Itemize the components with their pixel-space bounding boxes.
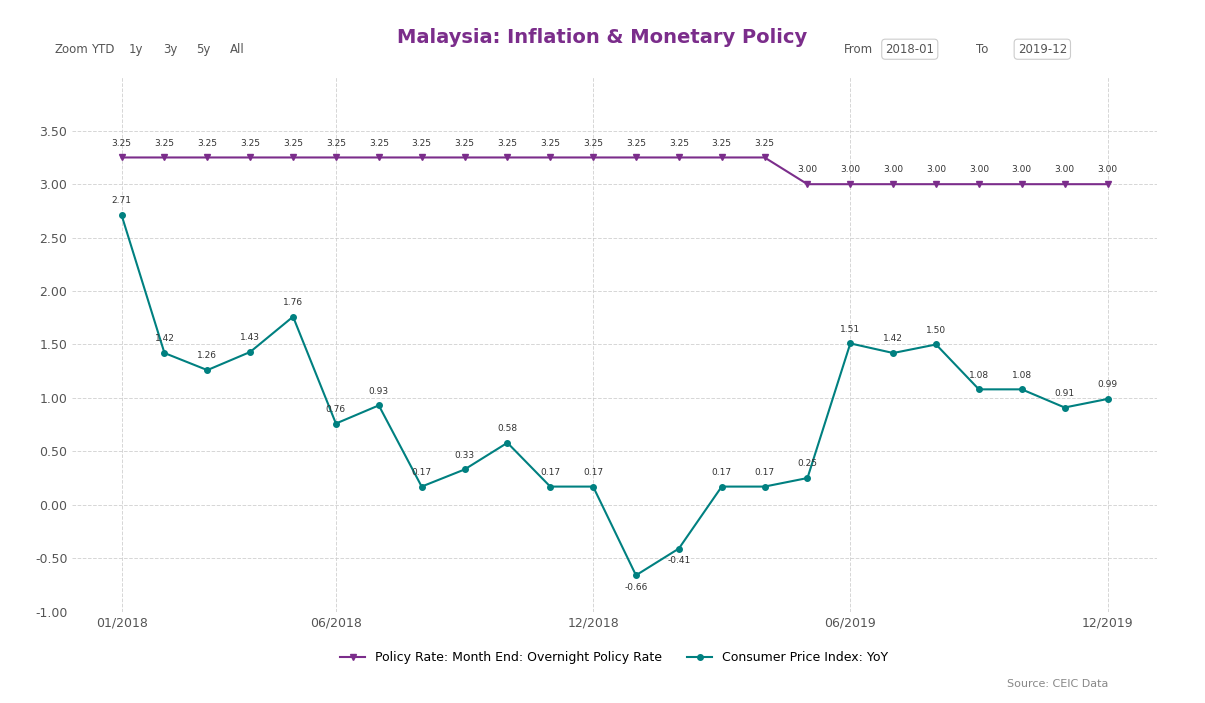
Text: 1y: 1y xyxy=(129,43,143,56)
Text: 3.00: 3.00 xyxy=(883,165,904,174)
Text: 3.25: 3.25 xyxy=(712,138,731,148)
Text: 0.17: 0.17 xyxy=(540,468,560,477)
Text: 3.00: 3.00 xyxy=(798,165,817,174)
Text: From: From xyxy=(844,43,872,56)
Text: 2.71: 2.71 xyxy=(112,196,131,205)
Text: 3.25: 3.25 xyxy=(754,138,775,148)
Text: 3.00: 3.00 xyxy=(925,165,946,174)
Text: 3y: 3y xyxy=(163,43,177,56)
Text: 3.25: 3.25 xyxy=(198,138,217,148)
Text: 0.17: 0.17 xyxy=(712,468,731,477)
Text: 2019-12: 2019-12 xyxy=(1018,43,1066,56)
Text: 3.00: 3.00 xyxy=(840,165,860,174)
Text: 3.25: 3.25 xyxy=(369,138,389,148)
Text: -0.66: -0.66 xyxy=(624,583,647,592)
Text: 1.76: 1.76 xyxy=(283,298,304,307)
Text: 0.99: 0.99 xyxy=(1098,380,1117,389)
Text: 3.25: 3.25 xyxy=(669,138,689,148)
Text: 0.17: 0.17 xyxy=(583,468,604,477)
Text: 0.76: 0.76 xyxy=(325,405,346,414)
Text: 3.00: 3.00 xyxy=(1012,165,1031,174)
Text: 0.17: 0.17 xyxy=(412,468,431,477)
Text: 3.25: 3.25 xyxy=(454,138,475,148)
Text: 3.25: 3.25 xyxy=(412,138,431,148)
Text: 3.25: 3.25 xyxy=(240,138,260,148)
Text: To: To xyxy=(976,43,988,56)
Text: 3.00: 3.00 xyxy=(969,165,989,174)
Text: 1.50: 1.50 xyxy=(925,325,946,335)
Text: 0.91: 0.91 xyxy=(1054,389,1075,398)
Text: 3.25: 3.25 xyxy=(583,138,604,148)
Text: 0.33: 0.33 xyxy=(454,451,475,460)
Text: -0.41: -0.41 xyxy=(668,556,690,565)
Legend: Policy Rate: Month End: Overnight Policy Rate, Consumer Price Index: YoY: Policy Rate: Month End: Overnight Policy… xyxy=(335,647,894,669)
Text: 3.00: 3.00 xyxy=(1054,165,1075,174)
Text: 0.25: 0.25 xyxy=(798,459,817,468)
Text: Zoom: Zoom xyxy=(54,43,88,56)
Text: 1.51: 1.51 xyxy=(840,325,860,334)
Text: 0.93: 0.93 xyxy=(369,387,389,396)
Text: 3.25: 3.25 xyxy=(325,138,346,148)
Text: Malaysia: Inflation & Monetary Policy: Malaysia: Inflation & Monetary Policy xyxy=(398,28,807,47)
Text: 3.00: 3.00 xyxy=(1098,165,1117,174)
Text: 2018-01: 2018-01 xyxy=(886,43,934,56)
Text: 3.25: 3.25 xyxy=(154,138,175,148)
Text: 3.25: 3.25 xyxy=(112,138,131,148)
Text: 3.25: 3.25 xyxy=(625,138,646,148)
Text: 0.58: 0.58 xyxy=(498,424,517,433)
Text: 1.26: 1.26 xyxy=(198,352,217,361)
Text: 3.25: 3.25 xyxy=(283,138,304,148)
Text: 1.08: 1.08 xyxy=(969,370,989,380)
Text: 5y: 5y xyxy=(196,43,211,56)
Text: 3.25: 3.25 xyxy=(498,138,517,148)
Text: All: All xyxy=(230,43,245,56)
Text: 1.08: 1.08 xyxy=(1012,370,1031,380)
Text: 3.25: 3.25 xyxy=(540,138,560,148)
Text: 1.42: 1.42 xyxy=(154,335,175,343)
Text: 0.17: 0.17 xyxy=(754,468,775,477)
Text: 1.42: 1.42 xyxy=(883,335,903,343)
Text: Source: CEIC Data: Source: CEIC Data xyxy=(1007,679,1109,689)
Text: 1.43: 1.43 xyxy=(240,333,260,342)
Text: YTD: YTD xyxy=(90,43,114,56)
